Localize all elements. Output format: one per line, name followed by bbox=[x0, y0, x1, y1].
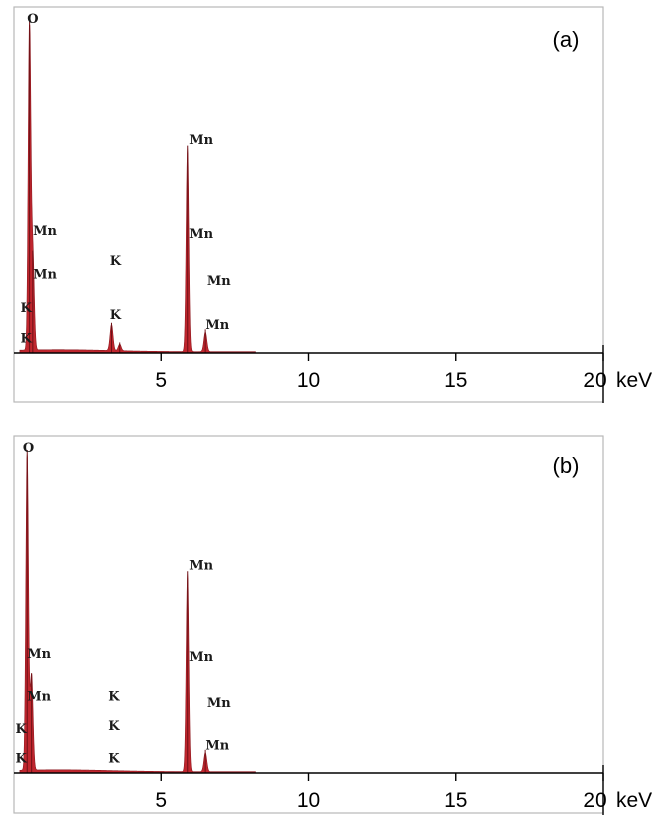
x-unit-label: keV bbox=[616, 789, 652, 812]
peak-label-k: K bbox=[110, 308, 122, 323]
spectrum-area bbox=[19, 24, 256, 354]
peak-label-o: O bbox=[27, 12, 38, 27]
peak-label-k: K bbox=[20, 331, 32, 346]
x-tick-label: 5 bbox=[155, 369, 167, 392]
peak-label-k: K bbox=[15, 751, 27, 766]
peak-label-mn: Mn bbox=[207, 274, 231, 289]
peak-label-mn: Mn bbox=[205, 318, 229, 333]
peak-label-mn: Mn bbox=[33, 224, 57, 239]
panel-label: (b) bbox=[553, 453, 580, 478]
plot-frame bbox=[13, 6, 604, 403]
peak-label-mn: Mn bbox=[33, 267, 57, 282]
peak-label-k: K bbox=[108, 689, 120, 704]
x-tick-label: 20 bbox=[583, 369, 606, 392]
x-unit-label: keV bbox=[616, 369, 652, 392]
peak-label-mn: Mn bbox=[189, 227, 213, 242]
x-tick-label: 15 bbox=[444, 789, 467, 812]
peak-label-mn: Mn bbox=[205, 738, 229, 753]
peak-label-k: K bbox=[108, 751, 120, 766]
peak-label-k: K bbox=[15, 722, 27, 737]
peak-label-mn: Mn bbox=[207, 696, 231, 711]
peak-label-k: K bbox=[110, 254, 122, 269]
spectrum-area bbox=[19, 453, 256, 774]
x-tick-label: 10 bbox=[297, 789, 320, 812]
x-tick-label: 15 bbox=[444, 369, 467, 392]
x-tick-label: 5 bbox=[155, 789, 167, 812]
x-tick-label: 20 bbox=[583, 789, 606, 812]
peak-label-o: O bbox=[23, 441, 34, 456]
peak-label-mn: Mn bbox=[189, 650, 213, 665]
peak-label-mn: Mn bbox=[27, 689, 51, 704]
plot-frame bbox=[13, 435, 604, 814]
peak-label-mn: Mn bbox=[189, 559, 213, 574]
x-tick-label: 10 bbox=[297, 369, 320, 392]
peak-label-mn: Mn bbox=[27, 647, 51, 662]
peak-label-k: K bbox=[108, 719, 120, 734]
peak-label-mn: Mn bbox=[189, 133, 213, 148]
panel-label: (a) bbox=[553, 27, 580, 52]
peak-label-k: K bbox=[20, 301, 32, 316]
